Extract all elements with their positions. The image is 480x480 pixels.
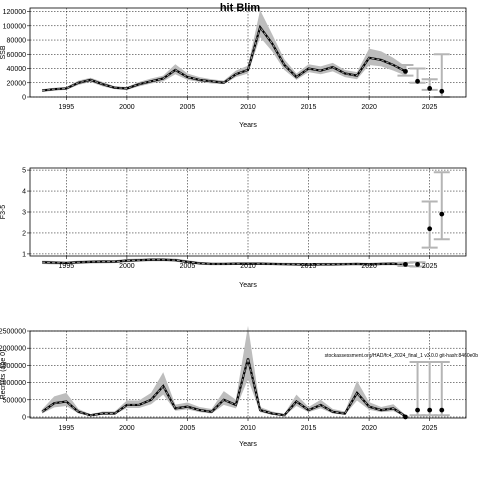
x-tick-label: 2010	[240, 425, 256, 432]
x-axis-label: Years	[239, 282, 257, 289]
x-tick-label: 2000	[119, 104, 135, 111]
y-axis-label: Recruits (age 0)	[0, 350, 7, 400]
projection-point	[427, 226, 432, 231]
x-tick-label: 2005	[180, 263, 196, 270]
chart-panel-3: 1995 2000 2005 2010 2015 2020 2025050000010000…	[0, 326, 478, 448]
x-axis-label: Years	[239, 441, 257, 448]
projection-point	[415, 262, 420, 267]
y-tick-label: 5	[22, 168, 26, 175]
y-tick-label: 80000	[7, 38, 27, 45]
y-tick-label: 40000	[7, 66, 27, 73]
projection-point	[403, 262, 408, 267]
y-tick-label: 120000	[3, 9, 26, 16]
x-tick-label: 2005	[180, 104, 196, 111]
projection-point	[415, 79, 420, 84]
x-tick-label: 2025	[422, 263, 438, 270]
projection-point	[415, 408, 420, 413]
projection-point	[439, 212, 444, 217]
x-tick-label: 2020	[361, 263, 377, 270]
x-tick-label: 2005	[180, 425, 196, 432]
y-tick-label: 4	[22, 189, 26, 196]
y-tick-label: 0	[22, 95, 26, 102]
y-tick-label: 60000	[7, 52, 27, 59]
y-tick-label: 100000	[3, 23, 26, 30]
y-tick-label: 2500000	[0, 329, 26, 336]
x-tick-label: 2025	[422, 104, 438, 111]
x-tick-label: 2010	[240, 263, 256, 270]
y-tick-label: 2	[22, 230, 26, 237]
y-tick-label: 3	[22, 210, 26, 217]
x-tick-label: 2020	[361, 425, 377, 432]
x-axis-label: Years	[239, 122, 257, 129]
y-tick-label: 20000	[7, 80, 27, 87]
chart-panel-2: 1995 2000 2005 2010 2015 2020 2025 1 2 3 4 5 Years F3…	[0, 168, 466, 289]
y-tick-label: 0	[22, 414, 26, 421]
projection-point	[439, 408, 444, 413]
y-tick-label: 1	[22, 251, 26, 258]
x-tick-label: 2015	[301, 104, 317, 111]
projection-point	[403, 415, 408, 420]
projection-point	[427, 408, 432, 413]
x-tick-label: 1995	[59, 263, 75, 270]
projection-point	[439, 89, 444, 94]
x-tick-label: 2015	[301, 425, 317, 432]
projection-point	[427, 86, 432, 91]
x-tick-label: 2025	[422, 425, 438, 432]
chart-panel-1: 1995 2000 2005 2010 2015 2020 2025 0 20000 40000 6…	[0, 8, 466, 129]
version-annotation: stockassessment.org/HAD/fc4_2024_final_1…	[325, 353, 479, 359]
x-tick-label: 2010	[240, 104, 256, 111]
y-axis-label: SSB	[0, 45, 7, 59]
confidence-band	[42, 10, 405, 92]
x-tick-label: 2000	[119, 263, 135, 270]
x-tick-label: 2015	[301, 263, 317, 270]
projection-point	[403, 69, 408, 74]
x-tick-label: 1995	[59, 104, 75, 111]
x-tick-label: 1995	[59, 425, 75, 432]
x-tick-label: 2000	[119, 425, 135, 432]
y-axis-label: F3-5	[0, 205, 7, 220]
x-tick-label: 2020	[361, 104, 377, 111]
